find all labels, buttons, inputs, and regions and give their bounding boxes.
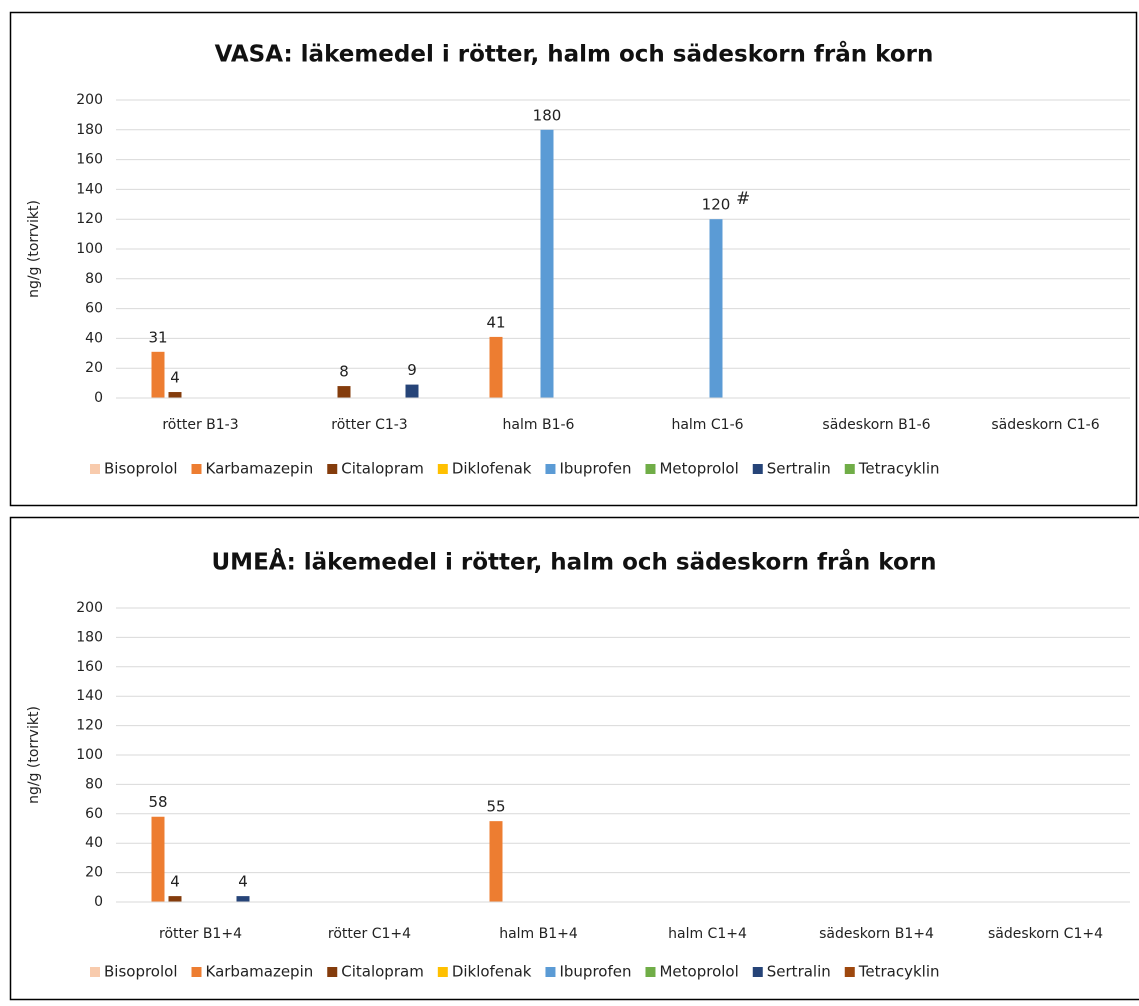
x-tick-label: sädeskorn B1+4: [819, 926, 934, 942]
chart-title: UMEÅ: läkemedel i rötter, halm och sädes…: [212, 548, 937, 576]
legend-label: Diklofenak: [452, 460, 532, 478]
legend-swatch: [752, 967, 763, 977]
legend-swatch: [327, 967, 338, 977]
legend-label: Karbamazepin: [206, 963, 314, 981]
legend-label: Ibuprofen: [559, 963, 631, 981]
y-tick-label: 120: [76, 718, 103, 734]
legend-swatch: [545, 464, 556, 474]
y-axis-label: ng/g (torrvikt): [26, 200, 42, 298]
legend-swatch: [844, 967, 855, 977]
bar: [405, 384, 419, 398]
legend-label: Tetracyklin: [858, 460, 940, 478]
bar: [540, 129, 554, 399]
y-tick-label: 160: [76, 152, 103, 168]
y-tick-label: 140: [76, 181, 103, 197]
y-tick-label: 80: [85, 271, 103, 287]
legend-label: Ibuprofen: [559, 460, 631, 478]
y-tick-label: 200: [76, 600, 103, 616]
y-tick-label: 60: [85, 806, 103, 822]
y-tick-label: 180: [76, 629, 103, 645]
legend-label: Diklofenak: [452, 963, 532, 981]
y-tick-label: 160: [76, 659, 103, 675]
legend-swatch: [437, 464, 448, 474]
legend-label: Citalopram: [341, 460, 424, 478]
legend-swatch: [545, 967, 556, 977]
legend-swatch: [645, 464, 656, 474]
x-tick-label: rötter B1+4: [159, 926, 242, 942]
x-tick-label: sädeskorn C1+4: [988, 926, 1103, 942]
legend-label: Bisoprolol: [104, 963, 178, 981]
y-tick-label: 80: [85, 776, 103, 792]
y-tick-label: 60: [85, 301, 103, 317]
bar: [151, 816, 165, 902]
bar: [709, 219, 723, 398]
legend-label: Sertralin: [767, 963, 831, 981]
data-label: 4: [170, 369, 180, 387]
data-label: 55: [486, 798, 505, 816]
x-tick-label: rötter B1-3: [162, 417, 238, 433]
chart-frame: [9, 11, 1138, 507]
x-tick-label: rötter C1-3: [331, 417, 407, 433]
legend-swatch: [844, 464, 855, 474]
data-label: 120: [702, 196, 731, 214]
legend-swatch: [90, 464, 100, 474]
data-label: 9: [407, 361, 417, 379]
y-tick-label: 200: [76, 92, 103, 108]
data-label: 4: [238, 873, 248, 891]
x-tick-label: halm B1+4: [499, 926, 578, 942]
legend-label: Metoprolol: [659, 460, 738, 478]
x-tick-label: halm C1-6: [671, 417, 743, 433]
data-label: 58: [148, 793, 167, 811]
legend-label: Tetracyklin: [858, 963, 940, 981]
legend-label: Bisoprolol: [104, 460, 178, 478]
y-tick-label: 0: [94, 390, 103, 406]
data-label: 4: [170, 873, 180, 891]
y-tick-label: 0: [94, 894, 103, 910]
annotation: #: [736, 189, 750, 209]
legend-label: Metoprolol: [659, 963, 738, 981]
data-label: 41: [486, 313, 505, 331]
x-tick-label: halm C1+4: [668, 926, 747, 942]
x-tick-label: rötter C1+4: [328, 926, 411, 942]
y-tick-label: 20: [85, 360, 103, 376]
y-tick-label: 120: [76, 211, 103, 227]
legend-swatch: [191, 967, 202, 977]
legend-swatch: [90, 967, 100, 977]
legend-label: Citalopram: [341, 963, 424, 981]
legend-swatch: [327, 464, 338, 474]
y-tick-label: 100: [76, 241, 103, 257]
data-label: 8: [339, 363, 349, 381]
legend-swatch: [191, 464, 202, 474]
data-label: 180: [533, 106, 562, 124]
chart-title: VASA: läkemedel i rötter, halm och sädes…: [215, 41, 934, 68]
bar: [236, 896, 250, 902]
bar: [168, 896, 182, 902]
legend-swatch: [752, 464, 763, 474]
chart-frame: [9, 516, 1139, 1001]
y-tick-label: 140: [76, 688, 103, 704]
data-label: 31: [148, 328, 167, 346]
y-tick-label: 40: [85, 835, 103, 851]
y-tick-label: 100: [76, 747, 103, 763]
x-tick-label: halm B1-6: [503, 417, 575, 433]
x-tick-label: sädeskorn C1-6: [991, 417, 1099, 433]
bar: [489, 336, 503, 398]
legend-label: Sertralin: [767, 460, 831, 478]
x-tick-label: sädeskorn B1-6: [822, 417, 930, 433]
bar: [168, 392, 182, 398]
bar: [151, 351, 165, 398]
legend-swatch: [437, 967, 448, 977]
y-axis-label: ng/g (torrvikt): [26, 706, 42, 804]
y-tick-label: 180: [76, 122, 103, 138]
y-tick-label: 20: [85, 865, 103, 881]
y-tick-label: 40: [85, 330, 103, 346]
bar: [337, 386, 351, 398]
legend-label: Karbamazepin: [206, 460, 314, 478]
legend-swatch: [645, 967, 656, 977]
bar: [489, 821, 503, 902]
